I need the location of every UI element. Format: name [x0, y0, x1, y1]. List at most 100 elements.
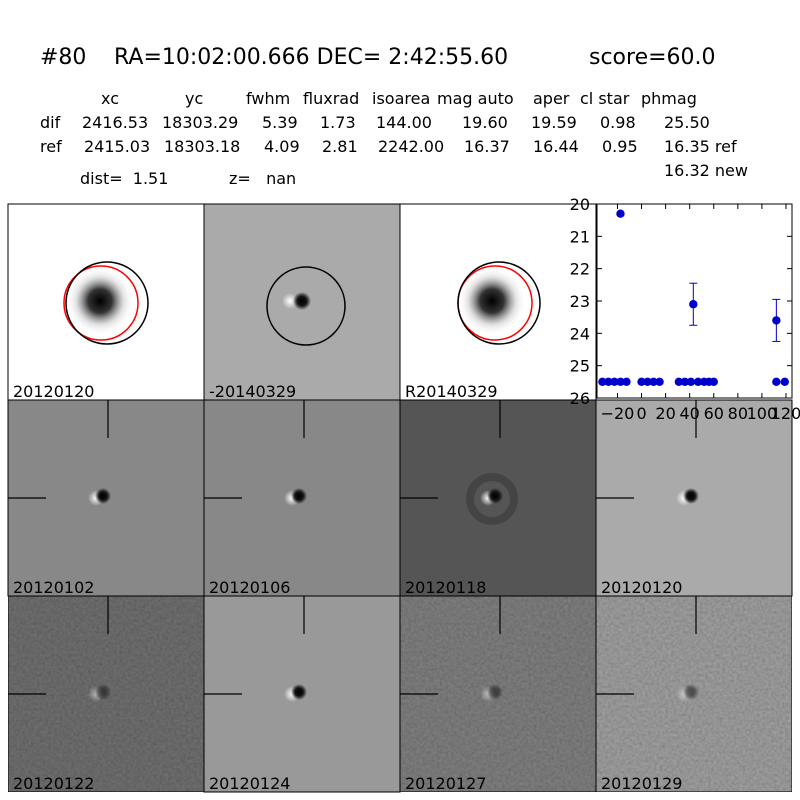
column-header: yc [185, 89, 203, 108]
score: score=60.0 [589, 45, 716, 70]
point [772, 377, 781, 387]
table-cell: 16.37 [464, 137, 510, 156]
point [616, 377, 625, 387]
source [95, 488, 111, 504]
source [293, 292, 311, 310]
column-header: cl star [580, 89, 630, 108]
table-cell: 1.73 [320, 113, 356, 132]
x-tick-label: 100 [747, 404, 778, 423]
point [680, 377, 690, 387]
y-tick-label: 24 [570, 324, 590, 343]
table-cell: 16.44 [533, 137, 579, 156]
point [643, 377, 652, 387]
point [689, 300, 698, 309]
table-cell: 5.39 [262, 113, 298, 132]
image-panel: 20120124 [203, 595, 401, 793]
panel-label: 20120127 [405, 774, 486, 793]
y-tick-label: 23 [570, 292, 590, 311]
aperture [65, 261, 149, 345]
panel-label: 20120106 [209, 578, 290, 597]
y-tick-label: 22 [570, 260, 590, 279]
point [604, 377, 613, 387]
image-panel: 20120102 [7, 399, 205, 597]
table-cell: 18303.18 [164, 137, 240, 156]
panel-label: 20120124 [209, 774, 290, 793]
point [693, 377, 703, 387]
x-tick-label: 120 [771, 404, 800, 423]
ref-aperture [63, 265, 139, 341]
point [709, 377, 718, 387]
point [686, 377, 696, 387]
panels: 20120120 -20140329 R20140329 20120102 201201… [7, 203, 793, 793]
table-cell: dif [40, 113, 61, 132]
redshift: z= nan [229, 169, 296, 188]
coordinates: RA=10:02:00.666 DEC= 2:42:55.60 [114, 45, 508, 70]
x-tick-label: 60 [704, 404, 724, 423]
source [291, 488, 307, 504]
phmag-new: 16.32 new [664, 161, 748, 180]
source [95, 684, 111, 700]
source [487, 488, 503, 504]
table-cell: 2.81 [322, 137, 358, 156]
panel-label: 20120122 [13, 774, 94, 793]
table-cell: 18303.29 [162, 113, 238, 132]
table-cell: 4.09 [264, 137, 300, 156]
source [458, 267, 526, 335]
panel-label: 20120129 [601, 774, 682, 793]
source [487, 684, 503, 700]
image-panel: R20140329 [399, 203, 597, 401]
table-cell: 2415.03 [84, 137, 150, 156]
panel-label: -20140329 [209, 382, 296, 401]
column-header: xc [101, 89, 119, 108]
column-header: mag auto [437, 89, 514, 108]
table-cell: 144.00 [376, 113, 432, 132]
point [772, 316, 781, 325]
ring [466, 473, 518, 525]
y-tick-label: 21 [570, 227, 590, 246]
candidate-id: #80 [40, 45, 86, 70]
point [637, 377, 646, 387]
aperture [457, 261, 541, 345]
point [780, 377, 789, 387]
panel-label: 20120120 [601, 578, 682, 597]
image-panel: 20120122 [7, 595, 205, 793]
image-panel: 20120129 [595, 595, 793, 793]
image-panel: 20120106 [203, 399, 401, 597]
column-header: fluxrad [303, 89, 359, 108]
point [649, 377, 658, 387]
image-panel: 20120127 [399, 595, 597, 793]
panel-label: 20120118 [405, 578, 486, 597]
panel-label: R20140329 [405, 382, 498, 401]
column-header: phmag [641, 89, 697, 108]
x-tick-label: −20 [601, 404, 635, 423]
panel-label: 20120102 [13, 578, 94, 597]
image-panel: -20140329 [203, 203, 401, 401]
point [655, 377, 664, 387]
distance: dist= 1.51 [80, 169, 168, 188]
table-cell: 0.98 [600, 113, 636, 132]
x-tick-label: 0 [636, 404, 646, 423]
table-cell: 19.60 [462, 113, 508, 132]
column-header: fwhm [246, 89, 290, 108]
image-panel: 20120118 [399, 399, 597, 597]
x-tick-label: 80 [728, 404, 748, 423]
table-cell: 16.35 ref [664, 137, 737, 156]
x-tick-label: 20 [655, 404, 675, 423]
image-panel: 20120120 [595, 399, 793, 597]
aperture [266, 266, 346, 346]
image-panel: 20120120 [7, 203, 205, 401]
table-cell: 25.50 [664, 113, 710, 132]
table-cell: ref [40, 137, 62, 156]
source [683, 684, 699, 700]
panel-label: 20120120 [13, 382, 94, 401]
table-cell: 2242.00 [378, 137, 444, 156]
column-header: aper [533, 89, 570, 108]
x-tick-label: 40 [680, 404, 700, 423]
table-cell: 0.95 [602, 137, 638, 156]
table-cell: 19.59 [531, 113, 577, 132]
point [674, 377, 684, 387]
y-tick-label: 26 [570, 389, 590, 408]
point [622, 377, 631, 387]
